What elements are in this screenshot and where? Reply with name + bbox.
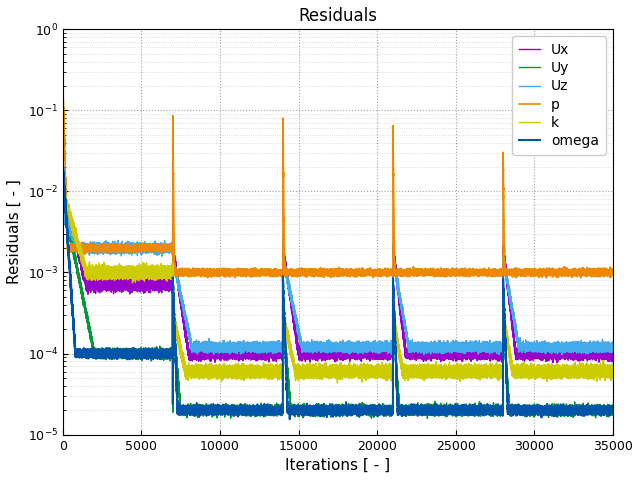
Ux xyxy=(553,361,561,367)
Line: omega: omega xyxy=(63,165,613,419)
Uz xyxy=(179,298,186,303)
Uz xyxy=(347,342,355,348)
Line: k: k xyxy=(63,187,613,383)
k xyxy=(223,365,230,371)
Ux xyxy=(179,314,186,320)
Uy xyxy=(68,238,76,244)
p xyxy=(204,275,211,281)
Uy xyxy=(59,192,67,197)
omega xyxy=(286,416,294,422)
p xyxy=(59,82,67,87)
Uy xyxy=(59,194,67,200)
omega xyxy=(347,408,355,413)
p xyxy=(59,82,67,87)
p xyxy=(223,271,230,277)
Ux xyxy=(609,355,617,360)
Legend: Ux, Uy, Uz, p, k, omega: Ux, Uy, Uz, p, k, omega xyxy=(513,36,606,155)
omega xyxy=(223,407,230,412)
Uy xyxy=(343,407,351,412)
k xyxy=(179,354,186,360)
omega xyxy=(59,167,67,173)
k xyxy=(609,366,617,372)
Y-axis label: Residuals [ - ]: Residuals [ - ] xyxy=(7,180,22,284)
omega xyxy=(179,407,186,412)
Uz xyxy=(59,202,67,208)
Uz xyxy=(223,348,230,354)
Title: Residuals: Residuals xyxy=(298,7,378,25)
p xyxy=(223,272,230,278)
Ux xyxy=(59,187,67,192)
X-axis label: Iterations [ - ]: Iterations [ - ] xyxy=(285,458,390,473)
Line: Uy: Uy xyxy=(63,194,613,419)
k xyxy=(223,368,230,373)
Uy xyxy=(424,416,431,421)
Ux xyxy=(223,350,230,356)
k xyxy=(347,372,355,378)
Uy xyxy=(223,409,230,415)
Ux xyxy=(68,218,76,224)
Uy xyxy=(179,407,186,413)
p xyxy=(609,271,617,276)
omega xyxy=(68,292,76,298)
Line: p: p xyxy=(63,84,613,278)
k xyxy=(59,185,67,191)
omega xyxy=(343,410,351,416)
p xyxy=(179,269,186,275)
Ux xyxy=(60,181,67,187)
Ux xyxy=(223,348,230,353)
Uy xyxy=(609,406,617,411)
Uy xyxy=(223,408,230,413)
Uz xyxy=(68,231,76,237)
k xyxy=(60,184,67,190)
k xyxy=(343,370,351,375)
Uz xyxy=(223,346,230,352)
Line: Ux: Ux xyxy=(63,184,613,364)
Ux xyxy=(343,351,351,357)
omega xyxy=(223,406,230,412)
Uz xyxy=(558,352,566,358)
Line: Uz: Uz xyxy=(63,205,613,355)
Uz xyxy=(609,344,617,349)
p xyxy=(343,269,351,275)
Uy xyxy=(347,406,355,412)
k xyxy=(68,224,76,230)
Uz xyxy=(343,342,351,348)
k xyxy=(333,380,341,386)
p xyxy=(347,269,355,275)
p xyxy=(68,244,76,250)
omega xyxy=(609,408,617,414)
Ux xyxy=(347,350,355,356)
omega xyxy=(59,162,67,168)
